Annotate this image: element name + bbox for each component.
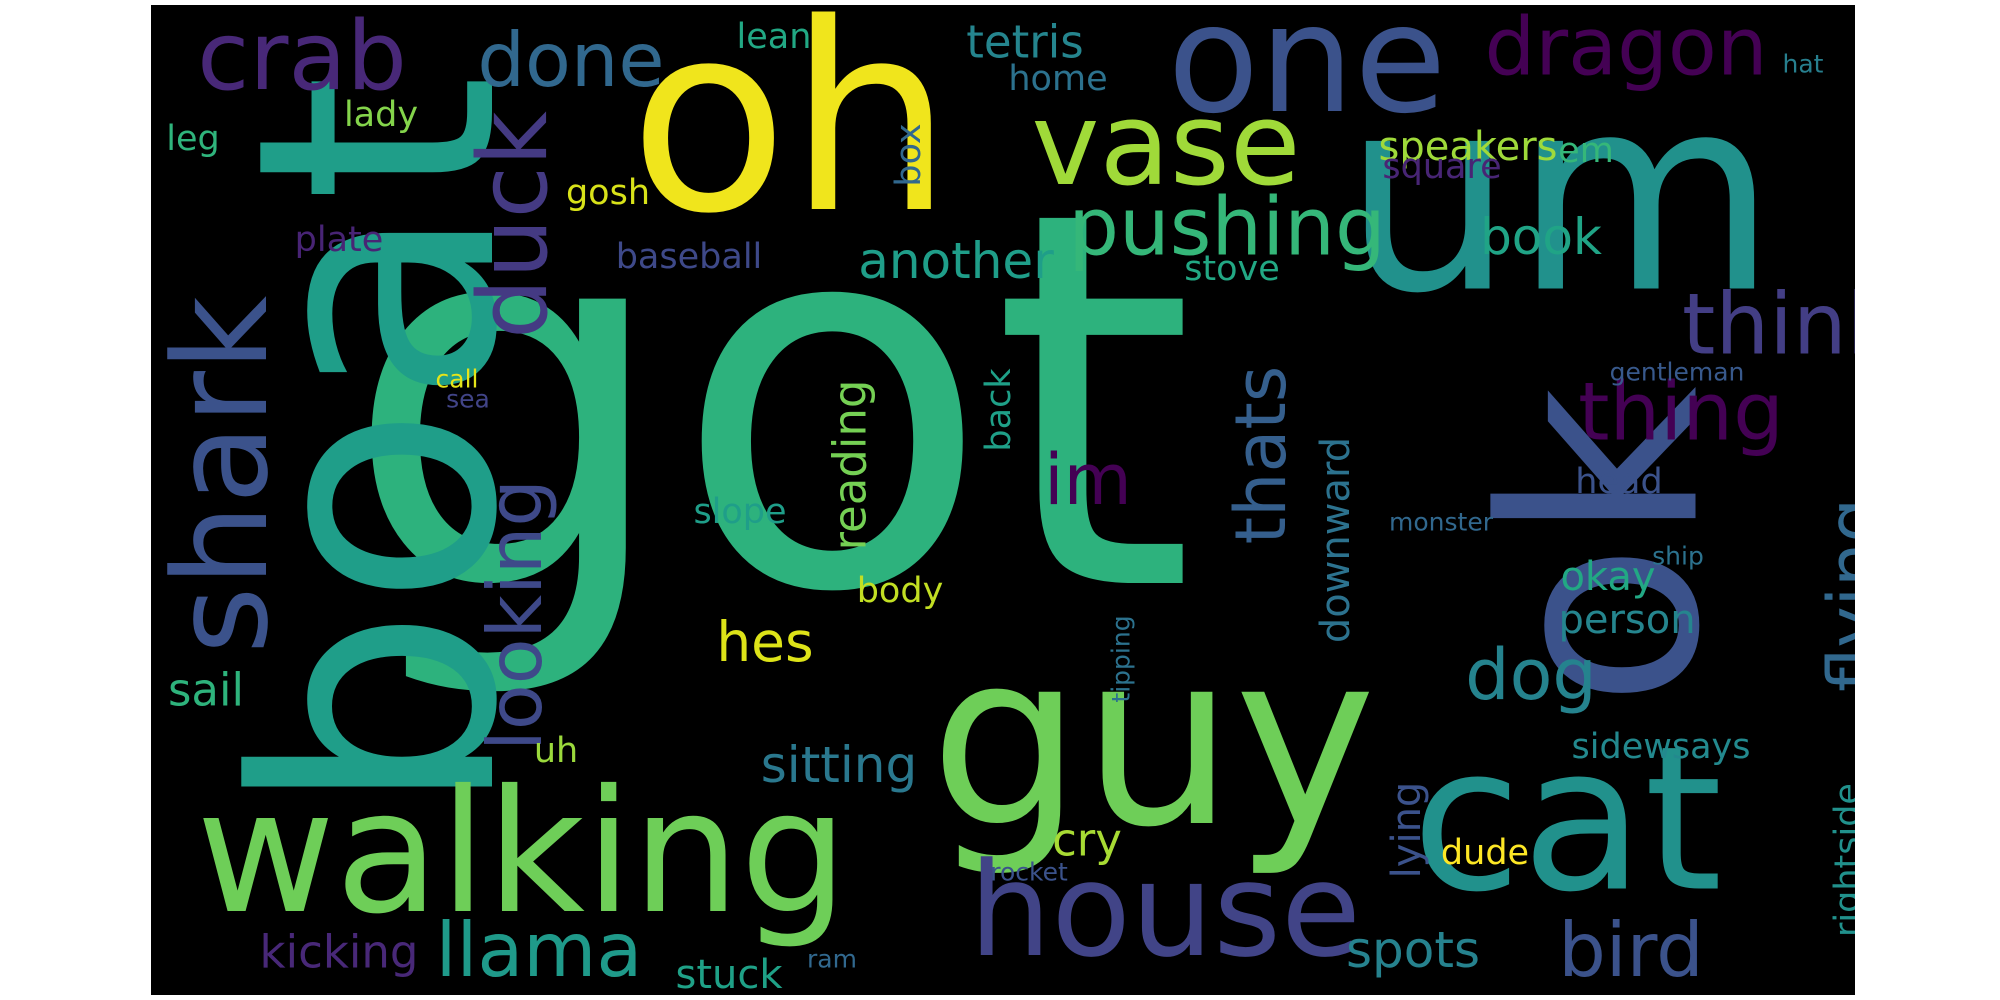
word-dragon: dragon [1484,5,1767,94]
word-walking: walking [196,754,848,952]
word-sea: sea [446,385,490,414]
word-reading: reading [824,380,877,551]
word-ram: ram [807,945,857,974]
word-dude: dude [1441,833,1529,873]
word-dog: dog [1465,634,1597,716]
word-book: book [1480,208,1602,266]
word-thing: thing [1578,366,1784,459]
word-gosh: gosh [566,173,650,213]
word-uh: uh [534,731,578,771]
word-hat: hat [1783,50,1824,79]
word-head: head [1575,462,1662,502]
word-plate: plate [295,220,384,260]
word-looking: looking [471,479,559,751]
word-speakers: speakers [1379,124,1558,170]
word-sail: sail [168,664,244,717]
word-one: one [1167,5,1446,147]
word-sidewsays: sidewsays [1572,727,1751,767]
word-baseball: baseball [616,237,763,277]
word-done: done [477,16,664,104]
word-monster: monster [1389,508,1494,537]
word-downward: downward [1313,437,1359,643]
word-duck: duck [459,111,569,339]
word-cat: cat [1412,704,1723,937]
word-cloud: got oh um boat ok guy cat walking one house vase sh… [151,5,1855,995]
word-another: another [858,232,1054,290]
word-okay: okay [1560,554,1655,600]
word-im: im [1044,439,1132,521]
word-guy: guy [930,600,1376,880]
word-lady: lady [344,95,418,135]
word-cloud-background [151,5,1855,995]
word-boat: boat [186,74,570,817]
word-flying: flying [1813,498,1855,692]
word-got: got [343,100,1195,706]
word-tetris: tetris [966,16,1083,69]
word-ship: ship [1652,542,1704,571]
word-back: back [979,368,1019,452]
word-hes: hes [716,610,813,674]
word-thats: thats [1220,366,1302,545]
word-stove: stove [1184,249,1280,289]
word-leg: leg [166,119,219,159]
word-spots: spots [1346,921,1480,979]
word-lying: lying [1384,782,1430,879]
word-crab: crab [197,5,407,112]
word-rocket: rocket [990,858,1068,887]
word-sitting: sitting [761,736,917,794]
word-llama: llama [436,906,643,994]
word-square: square [1382,147,1501,187]
word-box: box [889,123,929,186]
word-rightside: rightside [1828,783,1855,937]
word-bird: bird [1558,906,1704,994]
word-em: em [1558,131,1614,171]
word-home: home [1008,59,1107,99]
word-slope: slope [693,492,786,532]
word-kicking: kicking [260,926,419,979]
word-body: body [857,571,944,611]
word-tipping: tipping [1107,615,1136,702]
word-think: think [1682,276,1855,375]
word-cry: cry [1052,814,1122,867]
word-stuck: stuck [675,952,783,995]
word-oh: oh [629,5,953,271]
word-vase: vase [1031,78,1300,212]
word-house: house [969,834,1361,986]
word-person: person [1558,597,1695,643]
word-shark: shark [151,296,297,655]
word-lean: lean [737,17,812,57]
word-gentleman: gentleman [1610,358,1745,387]
word-call: call [436,365,479,394]
word-pushing: pushing [1068,181,1386,274]
word-ok: ok [1445,386,1760,708]
word-um: um [1343,38,1777,353]
